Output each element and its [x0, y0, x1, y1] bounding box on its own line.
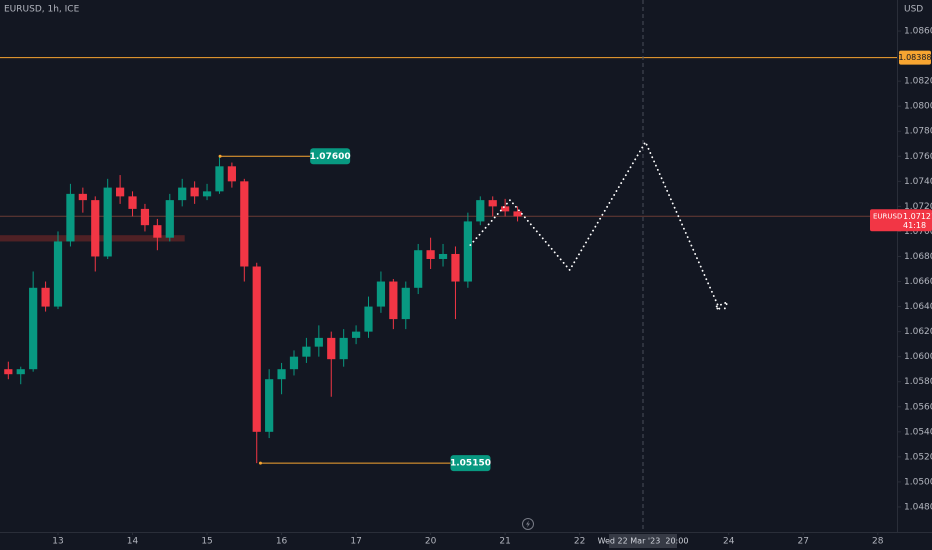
candle-body: [289, 356, 299, 370]
candle-body: [91, 200, 100, 257]
x-tick-label: 22: [574, 537, 585, 547]
annotation-label: 1.07600: [310, 152, 351, 162]
candle-body: [140, 208, 150, 226]
candle-body: [476, 200, 485, 222]
candle-body: [165, 200, 174, 238]
y-tick-label: 1.06200: [904, 327, 932, 337]
x-tick-label: 16: [276, 537, 288, 547]
candle-body: [66, 193, 75, 242]
candle-body: [314, 337, 323, 347]
y-tick-label: 1.07200: [904, 202, 932, 212]
candle-body: [202, 191, 212, 197]
annotation-label: 1.05150: [450, 459, 491, 469]
candle-body: [41, 287, 50, 307]
x-tick-label: 20: [425, 537, 437, 547]
price-label: 1.07121: [903, 212, 932, 221]
candle-body: [488, 200, 497, 207]
y-tick-label: 1.06000: [904, 352, 932, 362]
candle-body: [252, 266, 261, 432]
x-tick-label: 14: [127, 537, 139, 547]
annotation-anchor: [258, 461, 262, 465]
y-tick-label: 1.05400: [904, 427, 932, 437]
y-tick-label: 1.08200: [904, 77, 932, 87]
y-tick-label: 1.07400: [904, 177, 932, 187]
x-tick-label: 24: [723, 537, 735, 547]
candle-body: [103, 187, 112, 257]
level-badge: [899, 50, 931, 65]
level-label: 1.08388: [898, 53, 931, 62]
candle-body: [190, 187, 199, 197]
candle-body: [513, 211, 522, 217]
candle-body: [4, 369, 13, 375]
replay-icon[interactable]: [522, 518, 534, 530]
candle-body: [463, 221, 472, 282]
x-tick-label: 27: [797, 537, 808, 547]
candle-body: [116, 187, 125, 197]
candle-body: [451, 253, 460, 282]
x-tick-label: 13: [52, 537, 63, 547]
projection-path: [469, 140, 730, 313]
candle-body: [339, 337, 348, 360]
plot: 1.07600 1.05150: [0, 0, 897, 532]
candle-body: [438, 253, 448, 259]
candle-body: [351, 331, 361, 338]
y-tick-label: 1.06800: [904, 252, 932, 262]
candle-body: [178, 187, 187, 201]
y-tick-label: 1.05600: [904, 402, 932, 412]
chart-title: EURUSD, 1h, ICE: [4, 5, 80, 15]
candle-body: [277, 369, 286, 380]
y-tick-label: 1.06400: [904, 302, 932, 312]
crosshair-label: Wed 22 Mar '23 20:00: [598, 537, 689, 546]
candle-body: [215, 166, 224, 192]
candle-body: [414, 250, 423, 288]
candle-body: [240, 181, 249, 267]
y-tick-label: 1.06600: [904, 277, 932, 287]
annotation-anchor: [218, 154, 222, 158]
x-tick-label: 21: [499, 537, 510, 547]
candle-body: [364, 306, 373, 332]
x-tick-label: 17: [350, 537, 361, 547]
y-tick-label: 1.07800: [904, 127, 932, 137]
annotation-badge: [450, 455, 491, 472]
x-tick-label: 28: [872, 537, 884, 547]
candle-body: [128, 196, 137, 209]
candle-body: [401, 287, 410, 320]
candle-body: [153, 225, 162, 238]
price-name: EURUSD: [873, 212, 902, 220]
price-badge: [870, 209, 932, 232]
candle-body: [78, 193, 87, 201]
candle-body: [29, 287, 38, 370]
candle-body: [265, 379, 274, 432]
candle-body: [16, 369, 25, 375]
y-tick-label: 1.04800: [904, 502, 932, 512]
y-tick-label: 1.08000: [904, 102, 932, 112]
y-tick-label: 1.07000: [904, 227, 932, 237]
y-axis-label: USD: [904, 5, 923, 15]
annotation-badge: [310, 148, 351, 165]
price-timer: 41:18: [903, 221, 926, 230]
candle-body: [426, 250, 435, 259]
candle-body: [376, 281, 386, 307]
crosshair-badge: [609, 534, 678, 548]
y-tick-label: 1.07600: [904, 152, 932, 162]
y-tick-label: 1.05000: [904, 477, 932, 487]
candle-body: [53, 241, 63, 307]
candle-body: [227, 166, 236, 182]
y-tick-label: 1.05200: [904, 452, 932, 462]
y-tick-label: 1.08600: [904, 27, 932, 37]
candle-body: [389, 281, 398, 320]
x-tick-label: 15: [201, 537, 212, 547]
candle-body: [327, 337, 336, 360]
candle-body: [302, 346, 311, 357]
candle-body: [501, 206, 510, 212]
y-tick-label: 1.05800: [904, 377, 932, 387]
